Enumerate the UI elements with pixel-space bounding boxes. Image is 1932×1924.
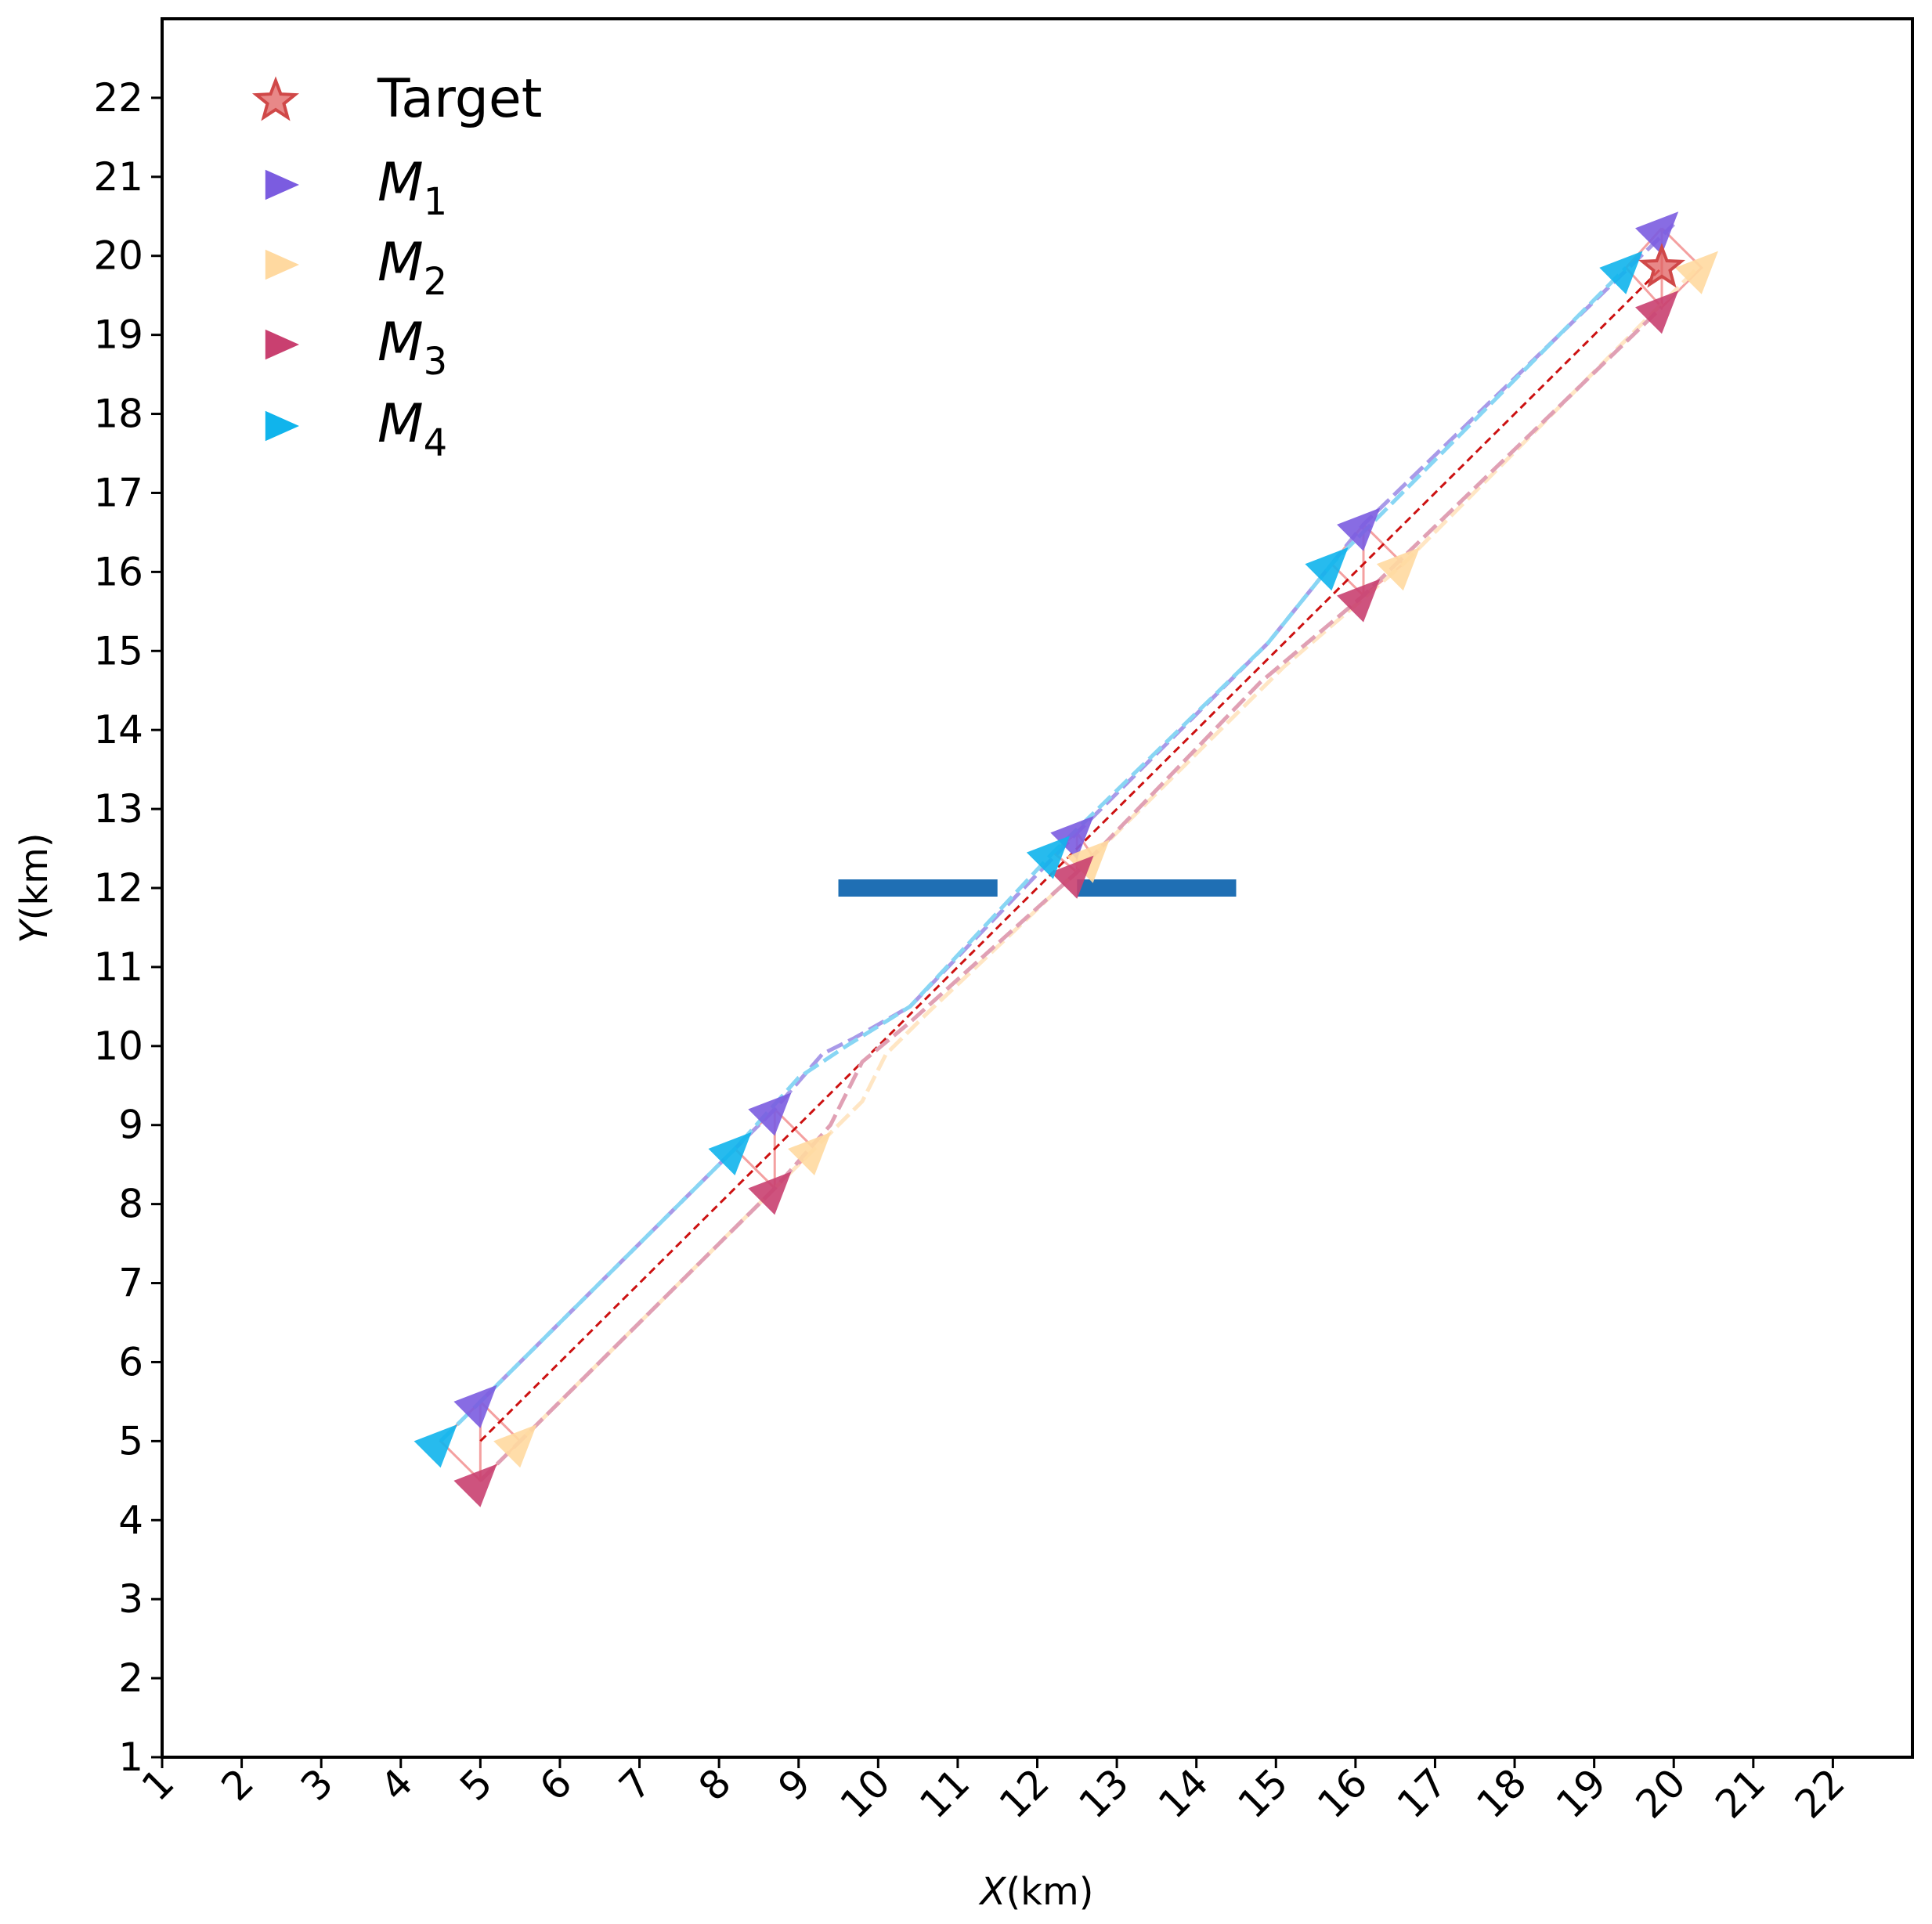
marker-M4	[1026, 836, 1071, 879]
y-tick-label: 11	[93, 944, 143, 990]
marker-M4	[1305, 547, 1349, 591]
trajectory-M4	[439, 266, 1628, 1443]
marker-M1	[1635, 211, 1679, 255]
y-tick-label: 17	[93, 470, 143, 515]
legend-marker-triangle	[265, 410, 299, 442]
marker-M2	[1674, 251, 1718, 294]
y-tick-label: 13	[93, 786, 143, 832]
y-tick-label: 14	[93, 707, 143, 753]
y-axis-label: Y(km)	[13, 832, 56, 943]
y-tick-label: 9	[118, 1103, 143, 1148]
y-tick-label: 3	[118, 1576, 143, 1622]
legend-marker-triangle	[265, 329, 299, 360]
marker-M4	[1599, 251, 1643, 294]
marker-M3	[1337, 579, 1381, 623]
y-tick-label: 7	[118, 1261, 143, 1306]
marker-M1	[1050, 816, 1094, 860]
y-tick-label: 8	[118, 1182, 143, 1227]
y-tick-label: 2	[118, 1655, 143, 1701]
legend-label: M4	[377, 393, 447, 465]
y-tick-label: 16	[93, 549, 143, 594]
y-tick-label: 19	[93, 312, 143, 358]
marker-M3	[748, 1171, 792, 1215]
y-tick-label: 4	[118, 1497, 143, 1543]
legend-label: M3	[377, 312, 447, 384]
y-tick-label: 15	[93, 628, 143, 673]
target-star	[1638, 243, 1686, 288]
y-tick-label: 20	[93, 233, 143, 279]
marker-M1	[748, 1092, 792, 1136]
trajectory-M3	[478, 305, 1663, 1482]
marker-M1	[453, 1384, 497, 1428]
marker-M2	[788, 1132, 832, 1175]
y-tick-label: 5	[118, 1418, 143, 1464]
reference-path	[479, 266, 1663, 1442]
y-tick-label: 6	[118, 1339, 143, 1384]
marker-M4	[708, 1132, 752, 1175]
legend-marker-triangle	[265, 169, 299, 200]
reference-line-layer	[479, 266, 1663, 1442]
marker-M2	[493, 1424, 537, 1468]
legend-label: M2	[377, 232, 447, 304]
legend-marker-star	[251, 76, 300, 121]
legend: Target M1 M2 M3 M4	[251, 68, 542, 465]
marker-M2	[1376, 547, 1421, 591]
legend-marker-triangle	[265, 249, 299, 280]
y-tick-label: 12	[93, 865, 143, 911]
legend-label: Target	[377, 68, 542, 130]
marker-M3	[1635, 291, 1679, 334]
y-tick-label: 1	[118, 1734, 143, 1780]
legend-label: M1	[377, 152, 447, 224]
marker-M3	[1050, 855, 1094, 899]
y-tick-label: 21	[93, 154, 143, 200]
marker-M4	[413, 1424, 457, 1468]
y-tick-label: 22	[93, 75, 143, 121]
x-axis-label: X(km)	[978, 1870, 1094, 1914]
marker-M3	[453, 1464, 497, 1507]
y-tick-label: 10	[93, 1023, 143, 1069]
y-tick-label: 18	[93, 392, 143, 437]
target-layer	[1638, 243, 1686, 288]
markers-layer	[413, 211, 1718, 1507]
marker-M1	[1337, 507, 1381, 551]
